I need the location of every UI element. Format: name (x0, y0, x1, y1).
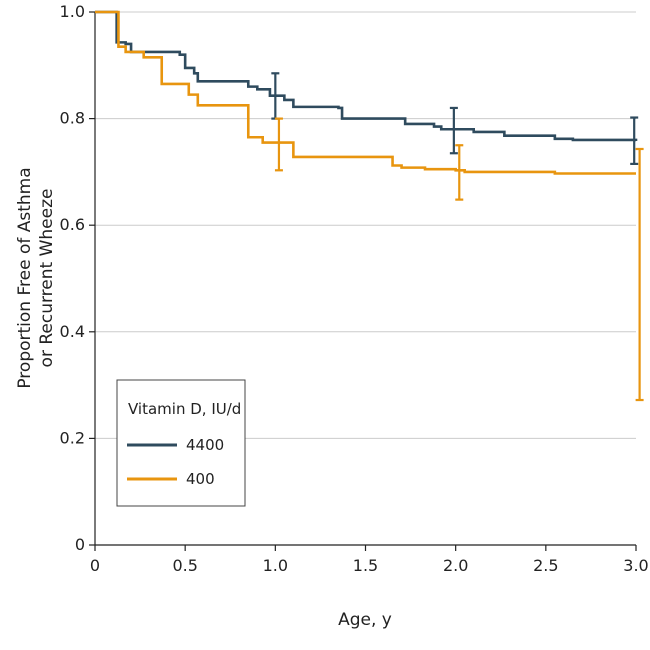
legend-box (116, 379, 246, 507)
legend-title: Vitamin D, IU/d (128, 400, 241, 418)
x-axis-title: Age, y (338, 610, 392, 630)
x-tick-label: 1.0 (263, 556, 288, 575)
x-tick-label: 1.5 (353, 556, 378, 575)
y-tick-label: 0 (75, 535, 85, 554)
x-tick-label: 2.5 (533, 556, 558, 575)
x-tick-label: 3.0 (623, 556, 648, 575)
legend-label-4400: 4400 (186, 436, 224, 454)
error-bar-4400 (449, 106, 458, 155)
legend: Vitamin D, IU/d 4400 400 (116, 379, 246, 507)
error-bar-4400 (630, 116, 639, 166)
error-bars (271, 72, 644, 402)
y-tick-label: 0.6 (60, 215, 85, 234)
y-tick-label: 0.8 (60, 109, 85, 128)
gridlines (95, 11, 636, 439)
x-tick-label: 2.0 (443, 556, 468, 575)
legend-label-400: 400 (186, 470, 215, 488)
x-tick-label: 0 (90, 556, 100, 575)
error-bar-400 (635, 147, 644, 402)
series-line-4400 (95, 10, 638, 142)
ticks: 0 0.2 0.4 0.6 0.8 1.0 0 0.5 1.0 1.5 2.0 2.5 3.0 (60, 2, 649, 575)
error-bar-400 (455, 144, 464, 201)
series-line-400 (95, 10, 636, 175)
series (95, 10, 638, 175)
y-axis-title: Proportion Free of Asthma or Recurrent W… (15, 167, 57, 388)
y-tick-label: 1.0 (60, 2, 85, 21)
y-axis-title-line-1: Proportion Free of Asthma (15, 167, 35, 388)
error-bar-400 (274, 117, 283, 172)
y-axis-title-line-2: or Recurrent Wheeze (37, 189, 57, 368)
x-tick-label: 0.5 (172, 556, 197, 575)
y-tick-label: 0.2 (60, 428, 85, 447)
y-tick-label: 0.4 (60, 322, 85, 341)
